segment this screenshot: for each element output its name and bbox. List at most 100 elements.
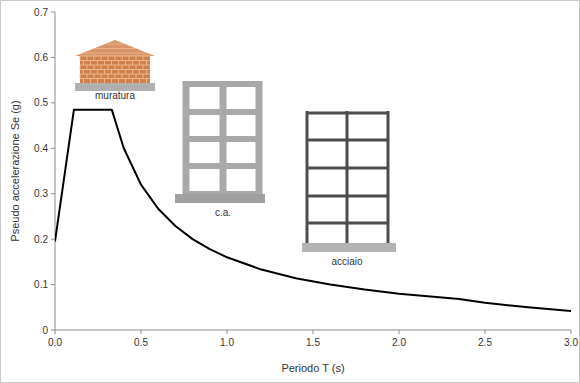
brick-joint xyxy=(80,74,81,79)
brick-joint xyxy=(118,61,119,66)
brick-wall xyxy=(80,56,150,83)
brick-joint xyxy=(111,79,112,84)
rc-beam xyxy=(183,81,262,87)
y-tick-label: 0.4 xyxy=(34,143,48,154)
steel-beam xyxy=(306,112,389,115)
rc-beam xyxy=(183,163,262,169)
brick-joint xyxy=(80,56,81,61)
brick-joint xyxy=(143,56,144,61)
brick-joint xyxy=(115,56,116,61)
brick-joint xyxy=(118,70,119,75)
chart: 00.10.20.30.40.50.60.70.00.51.01.52.02.5… xyxy=(0,0,580,383)
y-tick xyxy=(51,193,55,194)
y-tick-label: 0.6 xyxy=(34,52,48,63)
background xyxy=(1,1,580,383)
brick-joint xyxy=(94,56,95,61)
brick-joint xyxy=(132,79,133,84)
annotation: c.a. xyxy=(215,207,231,218)
brick-joint xyxy=(94,74,95,79)
brick-joint xyxy=(83,70,84,75)
y-tick-label: 0.5 xyxy=(34,97,48,108)
brick-joint xyxy=(83,79,84,84)
steel-beam xyxy=(306,139,389,142)
x-tick-label: 2.0 xyxy=(392,337,406,348)
brick-joint xyxy=(136,56,137,61)
brick-joint xyxy=(132,70,133,75)
brick-joint xyxy=(94,48,137,49)
x-axis-label: Periodo T (s) xyxy=(281,362,344,374)
y-axis-label: Pseudo accelerazione Se (g) xyxy=(9,100,21,241)
base-slab xyxy=(175,194,265,203)
y-tick xyxy=(51,12,55,13)
x-tick xyxy=(55,330,56,334)
annotation: muratura xyxy=(95,90,135,101)
brick-joint xyxy=(129,74,130,79)
brick-joint xyxy=(90,79,91,84)
x-tick-label: 1.5 xyxy=(306,337,320,348)
roof xyxy=(75,40,155,56)
brick-joint xyxy=(139,79,140,84)
y-tick xyxy=(51,330,55,331)
y-tick xyxy=(51,148,55,149)
x-tick-label: 2.5 xyxy=(478,337,492,348)
brick-joint xyxy=(143,65,144,70)
x-tick-label: 3.0 xyxy=(564,337,578,348)
y-tick-label: 0.1 xyxy=(34,279,48,290)
brick-joint xyxy=(83,53,148,54)
steel-beam xyxy=(306,195,389,198)
brick-joint xyxy=(101,74,102,79)
brick-joint xyxy=(104,70,105,75)
steel-beam xyxy=(306,222,389,225)
brick-joint xyxy=(111,70,112,75)
brick-joint xyxy=(104,61,105,66)
brick-joint xyxy=(108,65,109,70)
rc-beam xyxy=(183,136,262,142)
brick-joint xyxy=(101,56,102,61)
brick-joint xyxy=(136,65,137,70)
brick-joint xyxy=(129,65,130,70)
x-tick xyxy=(399,330,400,334)
brick-joint xyxy=(122,56,123,61)
brick-joint xyxy=(122,74,123,79)
rc-beam xyxy=(183,109,262,115)
y-tick xyxy=(51,57,55,58)
steel-beam xyxy=(306,167,389,170)
brick-joint xyxy=(125,79,126,84)
brick-joint xyxy=(97,61,98,66)
brick-joint xyxy=(125,70,126,75)
x-tick xyxy=(485,330,486,334)
brick-joint xyxy=(97,70,98,75)
y-tick-label: 0 xyxy=(42,325,48,336)
brick-joint xyxy=(143,74,144,79)
brick-joint xyxy=(87,56,88,61)
brick-joint xyxy=(146,61,147,66)
x-tick xyxy=(227,330,228,334)
x-tick-label: 0.5 xyxy=(134,337,148,348)
spectrum-line xyxy=(55,110,571,311)
brick-joint xyxy=(90,61,91,66)
x-tick xyxy=(571,330,572,334)
y-tick-label: 0.2 xyxy=(34,234,48,245)
brick-joint xyxy=(146,70,147,75)
brick-joint xyxy=(87,74,88,79)
brick-joint xyxy=(101,65,102,70)
annotation: acciaio xyxy=(331,256,363,267)
brick-joint xyxy=(111,61,112,66)
brick-joint xyxy=(139,70,140,75)
y-tick-label: 0.7 xyxy=(34,7,48,18)
x-tick-label: 0.0 xyxy=(48,337,62,348)
base-slab xyxy=(302,243,396,252)
brick-joint xyxy=(108,56,109,61)
brick-joint xyxy=(105,44,125,45)
brick-joint xyxy=(129,56,130,61)
y-tick xyxy=(51,284,55,285)
brick-joint xyxy=(125,61,126,66)
brick-joint xyxy=(80,65,81,70)
brick-joint xyxy=(139,61,140,66)
brick-joint xyxy=(115,74,116,79)
brick-joint xyxy=(90,70,91,75)
brick-joint xyxy=(136,74,137,79)
brick-joint xyxy=(146,79,147,84)
brick-joint xyxy=(83,61,84,66)
brick-joint xyxy=(87,65,88,70)
